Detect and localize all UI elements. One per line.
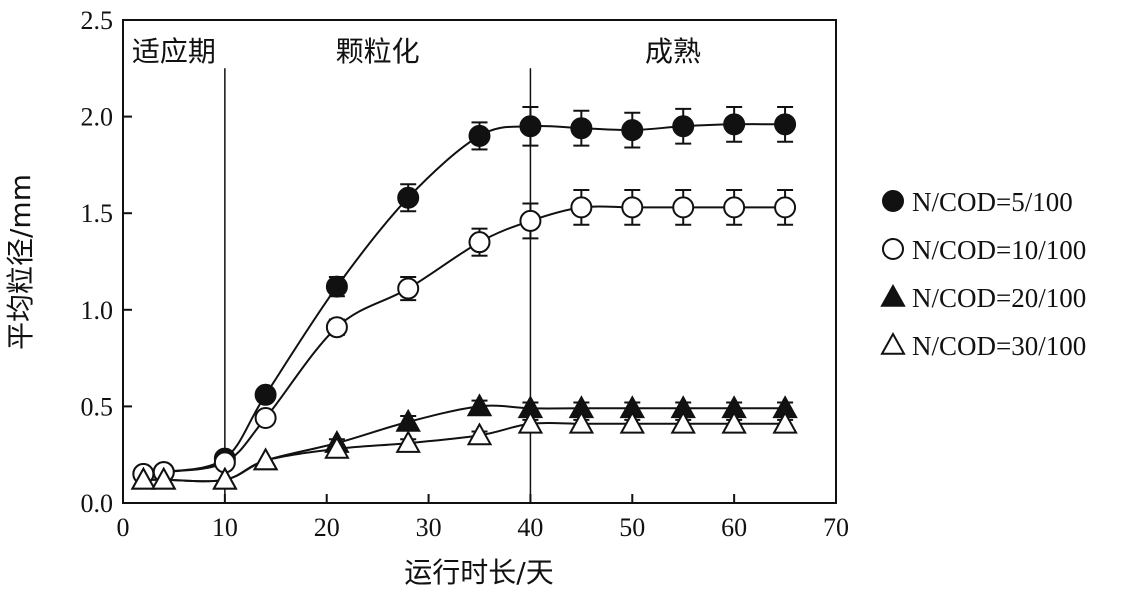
legend: N/COD=5/100 N/COD=10/100 N/COD=20/100 N/COD… [880,187,1086,361]
data-point [151,466,177,490]
phase-labels: 适应期 颗粒化 成熟 [132,35,701,68]
x-tick-label: 40 [517,513,543,542]
legend-label: N/COD=30/100 [912,331,1086,361]
legend-marker [882,190,904,212]
data-point [519,209,542,232]
legend-label: N/COD=5/100 [912,187,1073,217]
legend-label: N/COD=20/100 [912,283,1086,313]
phase-label: 颗粒化 [336,35,420,68]
data-point [670,410,696,434]
legend-label: N/COD=10/100 [912,235,1086,265]
x-tick-label: 70 [823,513,849,542]
data-point [672,115,695,138]
data-point [723,113,746,136]
x-tick-label: 60 [721,513,747,542]
x-axis-label: 运行时长/天 [404,556,553,589]
data-point [774,113,797,136]
y-tick-label: 0.0 [81,489,114,518]
data-point [397,277,420,300]
x-tick-label: 10 [212,513,238,542]
data-point [130,466,157,490]
data-point [570,196,593,219]
legend-marker [880,331,906,355]
x-tick-label: 20 [314,513,340,542]
x-tick-label: 0 [117,513,130,542]
data-point [721,410,747,434]
data-point [397,186,420,209]
y-axis-ticks: 0.0 0.5 1.0 1.5 2.0 2.5 [81,6,132,518]
x-axis-ticks: 0 10 20 30 40 50 60 70 [117,494,849,542]
plot-area [122,19,837,504]
y-tick-label: 2.0 [81,103,114,132]
y-tick-label: 2.5 [81,6,114,35]
data-point [466,393,493,417]
data-markers [130,113,798,490]
data-point [395,430,421,453]
legend-marker [882,238,904,260]
data-point [621,196,644,219]
data-point [619,410,645,434]
data-point [468,124,491,147]
x-tick-label: 30 [416,513,442,542]
data-point [723,196,746,219]
data-point [517,410,544,434]
data-point [568,410,595,434]
y-tick-label: 0.5 [81,392,114,421]
data-point [519,115,542,138]
data-point [672,196,695,219]
data-point [325,275,348,298]
y-axis-label: 平均粒径/mm [4,174,37,350]
y-tick-label: 1.5 [81,199,114,228]
legend-marker [880,283,906,307]
phase-label: 适应期 [132,35,216,68]
phase-label: 成熟 [645,35,701,68]
data-point [254,383,277,406]
data-point [621,119,644,142]
x-tick-label: 50 [619,513,645,542]
data-point [466,422,493,446]
error-bars [328,105,794,454]
data-point [252,447,279,471]
data-point [325,316,348,339]
data-point [772,410,798,434]
data-point [468,231,491,254]
data-point [212,466,238,490]
y-tick-label: 1.0 [81,296,114,325]
series-curve [143,205,786,475]
data-point [570,117,593,140]
data-point [774,196,797,219]
data-point [324,435,350,459]
plot-frame [122,19,837,504]
data-point [254,406,277,429]
